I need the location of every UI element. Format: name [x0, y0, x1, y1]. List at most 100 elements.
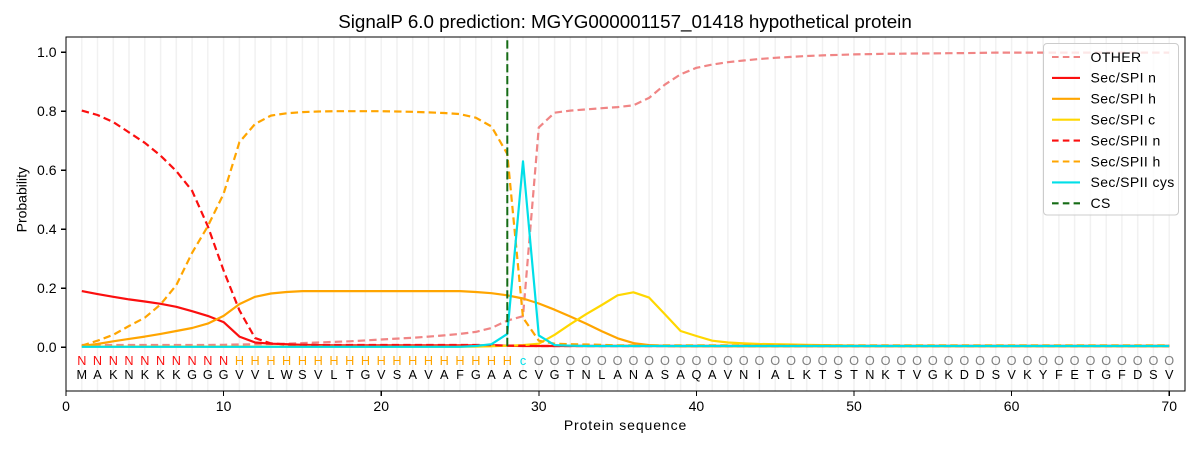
svg-text:N: N: [629, 368, 638, 382]
svg-text:O: O: [928, 354, 938, 368]
svg-text:G: G: [360, 368, 370, 382]
svg-text:A: A: [487, 368, 496, 382]
svg-text:O: O: [1117, 354, 1127, 368]
svg-text:Sec/SPI c: Sec/SPI c: [1091, 112, 1156, 128]
svg-text:O: O: [912, 354, 922, 368]
svg-text:O: O: [991, 354, 1001, 368]
svg-text:O: O: [1054, 354, 1064, 368]
svg-text:O: O: [944, 354, 954, 368]
svg-text:K: K: [944, 368, 953, 382]
svg-text:L: L: [330, 368, 337, 382]
svg-text:G: G: [1101, 368, 1111, 382]
svg-text:O: O: [959, 354, 969, 368]
svg-text:O: O: [1085, 354, 1095, 368]
svg-text:H: H: [408, 354, 417, 368]
svg-text:H: H: [455, 354, 464, 368]
svg-text:N: N: [156, 354, 165, 368]
svg-text:G: G: [203, 368, 213, 382]
svg-text:O: O: [754, 354, 764, 368]
svg-text:0.8: 0.8: [37, 103, 57, 119]
svg-text:D: D: [1133, 368, 1142, 382]
svg-text:Sec/SPI n: Sec/SPI n: [1091, 70, 1157, 86]
svg-text:O: O: [1148, 354, 1158, 368]
svg-text:C: C: [518, 368, 527, 382]
svg-text:H: H: [329, 354, 338, 368]
svg-text:V: V: [235, 368, 244, 382]
svg-text:K: K: [881, 368, 890, 382]
svg-text:30: 30: [531, 398, 547, 414]
svg-text:N: N: [203, 354, 212, 368]
svg-text:O: O: [1133, 354, 1143, 368]
svg-text:O: O: [691, 354, 701, 368]
svg-text:D: D: [960, 368, 969, 382]
svg-text:O: O: [786, 354, 796, 368]
svg-text:N: N: [93, 354, 102, 368]
svg-text:Sec/SPII h: Sec/SPII h: [1091, 153, 1161, 169]
svg-text:S: S: [1149, 368, 1157, 382]
svg-text:O: O: [1101, 354, 1111, 368]
svg-text:H: H: [251, 354, 260, 368]
svg-text:O: O: [565, 354, 575, 368]
svg-text:H: H: [503, 354, 512, 368]
svg-text:L: L: [598, 368, 605, 382]
svg-text:A: A: [613, 368, 622, 382]
svg-text:N: N: [124, 368, 133, 382]
svg-text:c: c: [520, 354, 527, 368]
svg-text:K: K: [156, 368, 165, 382]
svg-text:N: N: [219, 354, 228, 368]
svg-text:S: S: [298, 368, 306, 382]
svg-text:H: H: [314, 354, 323, 368]
svg-text:H: H: [361, 354, 370, 368]
svg-text:T: T: [346, 368, 354, 382]
svg-text:G: G: [550, 368, 560, 382]
svg-text:70: 70: [1161, 398, 1177, 414]
svg-text:V: V: [535, 368, 544, 382]
svg-text:10: 10: [216, 398, 232, 414]
svg-text:K: K: [141, 368, 150, 382]
svg-text:O: O: [644, 354, 654, 368]
svg-text:E: E: [1070, 368, 1078, 382]
svg-text:OTHER: OTHER: [1091, 49, 1142, 65]
svg-text:T: T: [566, 368, 574, 382]
svg-text:O: O: [723, 354, 733, 368]
svg-text:N: N: [865, 368, 874, 382]
svg-text:Q: Q: [691, 368, 701, 382]
svg-text:0.0: 0.0: [37, 339, 57, 355]
svg-text:A: A: [93, 368, 102, 382]
svg-text:O: O: [818, 354, 828, 368]
svg-text:H: H: [235, 354, 244, 368]
svg-text:Protein sequence: Protein sequence: [564, 417, 687, 433]
svg-text:W: W: [281, 368, 293, 382]
svg-text:O: O: [975, 354, 985, 368]
svg-text:F: F: [1118, 368, 1126, 382]
svg-text:V: V: [1007, 368, 1016, 382]
svg-text:O: O: [739, 354, 749, 368]
svg-text:N: N: [124, 354, 133, 368]
svg-text:O: O: [597, 354, 607, 368]
svg-text:Probability: Probability: [14, 167, 30, 232]
svg-text:Sec/SPI h: Sec/SPI h: [1091, 91, 1157, 107]
svg-text:A: A: [645, 368, 654, 382]
svg-text:O: O: [534, 354, 544, 368]
svg-text:K: K: [172, 368, 181, 382]
svg-text:A: A: [771, 368, 780, 382]
svg-text:N: N: [172, 354, 181, 368]
svg-text:50: 50: [846, 398, 862, 414]
svg-text:H: H: [377, 354, 386, 368]
svg-text:H: H: [345, 354, 354, 368]
svg-text:Sec/SPII n: Sec/SPII n: [1091, 132, 1161, 148]
svg-text:O: O: [881, 354, 891, 368]
svg-text:60: 60: [1004, 398, 1020, 414]
svg-text:V: V: [1165, 368, 1174, 382]
svg-text:V: V: [913, 368, 922, 382]
svg-text:H: H: [440, 354, 449, 368]
svg-text:SignalP 6.0 prediction: MGYG00: SignalP 6.0 prediction: MGYG000001157_01…: [338, 11, 912, 33]
svg-text:0.4: 0.4: [37, 221, 57, 237]
svg-text:N: N: [77, 354, 86, 368]
svg-text:O: O: [581, 354, 591, 368]
svg-text:H: H: [282, 354, 291, 368]
svg-text:V: V: [314, 368, 323, 382]
svg-text:O: O: [1070, 354, 1080, 368]
svg-text:O: O: [1022, 354, 1032, 368]
svg-text:F: F: [1055, 368, 1063, 382]
